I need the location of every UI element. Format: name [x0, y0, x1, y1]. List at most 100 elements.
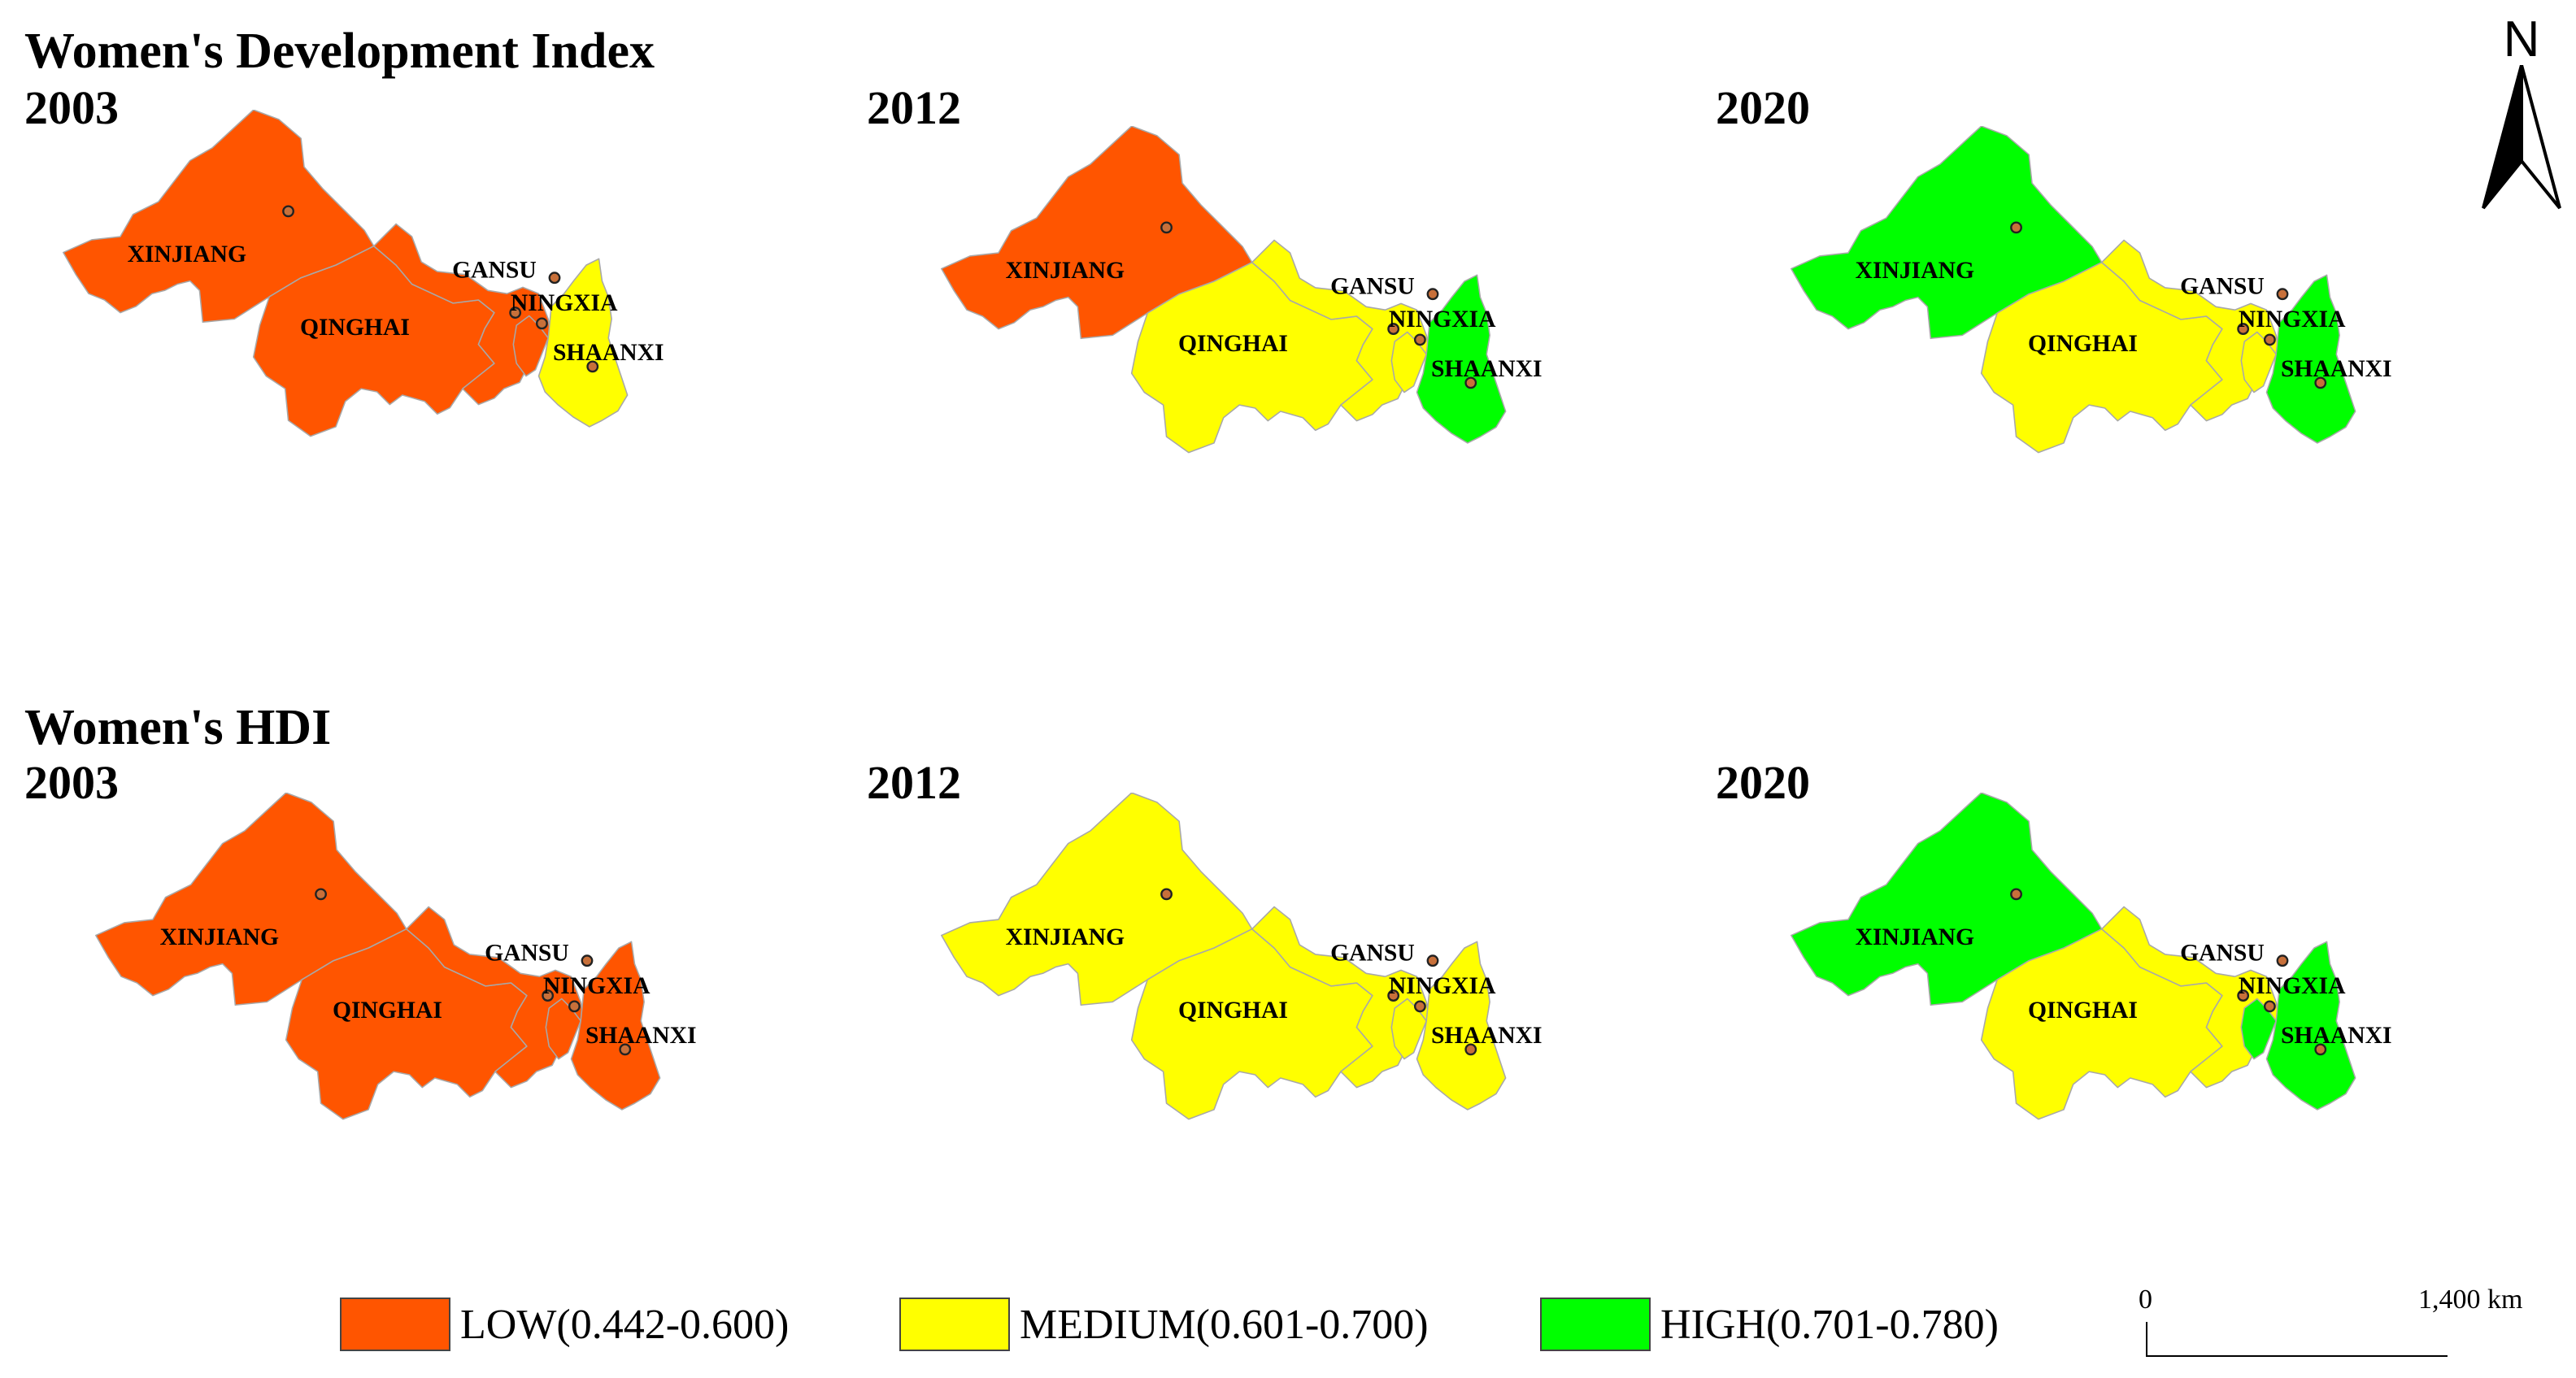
legend-label-medium: MEDIUM(0.601-0.700) [1020, 1301, 1429, 1348]
map-hdi-2003: XINJIANG QINGHAI GANSU NINGXIA SHAANXI [89, 793, 711, 1173]
region-label-ningxia: NINGXIA [511, 290, 618, 316]
map-svg-wdi-2012: XINJIANG QINGHAI GANSU NINGXIA SHAANXI [941, 126, 1543, 454]
region-label-ningxia: NINGXIA [1389, 973, 1496, 999]
region-label-shaanxi: SHAANXI [585, 1023, 697, 1049]
region-shaanxi [537, 258, 629, 428]
region-gansu [1251, 906, 1430, 1089]
map-hdi-2012: XINJIANG QINGHAI GANSU NINGXIA SHAANXI [935, 793, 1556, 1173]
region-label-gansu: GANSU [1330, 941, 1415, 967]
north-arrow-icon [2482, 65, 2561, 210]
capital-marker-shaanxi [1464, 376, 1477, 389]
map-svg-hdi-2012: XINJIANG QINGHAI GANSU NINGXIA SHAANXI [941, 793, 1543, 1120]
hdi-year-2020: 2020 [1716, 756, 1810, 809]
region-shaanxi [2265, 274, 2356, 444]
capital-marker-qinghai [2237, 989, 2250, 1002]
north-arrow-label: N [2503, 11, 2540, 67]
region-label-xinjiang: XINJIANG [128, 241, 246, 267]
region-shaanxi [1416, 274, 1507, 444]
map-svg-wdi-2003: XINJIANG QINGHAI GANSU NINGXIA SHAANXI [63, 110, 664, 437]
legend-swatch-medium [899, 1298, 1010, 1351]
region-label-ningxia: NINGXIA [1389, 306, 1496, 333]
capital-marker-xinjiang [2010, 888, 2022, 901]
region-gansu [2101, 906, 2280, 1089]
legend-item-high: HIGH(0.701-0.780) [1540, 1298, 1999, 1351]
capital-marker-ningxia [1413, 333, 1426, 346]
wdi-year-2012: 2012 [867, 81, 961, 134]
region-label-gansu: GANSU [2180, 274, 2265, 300]
legend-item-medium: MEDIUM(0.601-0.700) [899, 1298, 1429, 1351]
capital-marker-ningxia [1413, 1000, 1426, 1013]
map-svg-wdi-2020: XINJIANG QINGHAI GANSU NINGXIA SHAANXI [1791, 126, 2392, 454]
region-label-xinjiang: XINJIANG [1006, 924, 1125, 950]
region-label-shaanxi: SHAANXI [553, 340, 664, 366]
region-label-xinjiang: XINJIANG [160, 924, 279, 950]
region-ningxia [2240, 331, 2277, 393]
region-ningxia [1390, 331, 1427, 393]
region-gansu [2101, 239, 2280, 422]
region-label-gansu: GANSU [485, 941, 569, 967]
wdi-year-2020: 2020 [1716, 81, 1810, 134]
region-gansu [1251, 239, 1430, 422]
region-label-qinghai: QINGHAI [2028, 331, 2138, 357]
capital-marker-xinjiang [1160, 221, 1173, 234]
region-gansu [406, 906, 585, 1089]
region-label-qinghai: QINGHAI [2028, 998, 2138, 1024]
capital-marker-ningxia [535, 317, 548, 330]
capital-marker-gansu [548, 272, 561, 285]
capital-marker-qinghai [1387, 323, 1400, 335]
region-label-ningxia: NINGXIA [2239, 306, 2346, 333]
region-label-qinghai: QINGHAI [333, 998, 442, 1024]
region-label-shaanxi: SHAANXI [2281, 356, 2392, 382]
hdi-heading: Women's HDI [24, 700, 332, 755]
region-label-qinghai: QINGHAI [1178, 998, 1288, 1024]
capital-marker-shaanxi [1464, 1043, 1477, 1056]
capital-marker-ningxia [2263, 333, 2276, 346]
map-wdi-2003: XINJIANG QINGHAI GANSU NINGXIA SHAANXI [57, 110, 678, 490]
capital-marker-ningxia [2263, 1000, 2276, 1013]
region-shaanxi [1416, 941, 1507, 1111]
wdi-heading: Women's Development Index [24, 24, 655, 79]
capital-marker-gansu [2276, 954, 2289, 967]
region-ningxia [2240, 998, 2277, 1060]
capital-marker-shaanxi [2314, 1043, 2327, 1056]
capital-marker-shaanxi [619, 1043, 632, 1056]
region-label-qinghai: QINGHAI [300, 315, 410, 341]
capital-marker-qinghai [542, 989, 555, 1002]
north-arrow: N [2482, 15, 2561, 210]
legend-swatch-high [1540, 1298, 1651, 1351]
capital-marker-qinghai [509, 306, 522, 319]
region-ningxia [1390, 998, 1427, 1060]
capital-marker-xinjiang [282, 205, 294, 218]
capital-marker-xinjiang [2010, 221, 2022, 234]
region-label-gansu: GANSU [2180, 941, 2265, 967]
region-ningxia [545, 998, 581, 1060]
region-label-ningxia: NINGXIA [543, 973, 651, 999]
scale-bar-start-label: 0 [2139, 1285, 2152, 1315]
scale-bar-line [2146, 1322, 2448, 1357]
region-label-shaanxi: SHAANXI [1431, 356, 1543, 382]
map-wdi-2020: XINJIANG QINGHAI GANSU NINGXIA SHAANXI [1785, 126, 2406, 506]
map-wdi-2012: XINJIANG QINGHAI GANSU NINGXIA SHAANXI [935, 126, 1556, 506]
capital-marker-xinjiang [315, 888, 327, 901]
scale-bar: 0 1,400 km [2139, 1285, 2522, 1366]
capital-marker-gansu [581, 954, 594, 967]
region-shaanxi [2265, 941, 2356, 1111]
capital-marker-gansu [1426, 288, 1439, 301]
region-ningxia [512, 315, 549, 377]
map-svg-hdi-2020: XINJIANG QINGHAI GANSU NINGXIA SHAANXI [1791, 793, 2392, 1120]
capital-marker-shaanxi [2314, 376, 2327, 389]
region-gansu [373, 223, 552, 406]
legend-swatch-low [340, 1298, 450, 1351]
map-svg-hdi-2003: XINJIANG QINGHAI GANSU NINGXIA SHAANXI [95, 793, 697, 1120]
capital-marker-ningxia [568, 1000, 581, 1013]
capital-marker-xinjiang [1160, 888, 1173, 901]
hdi-year-2012: 2012 [867, 756, 961, 809]
region-label-gansu: GANSU [452, 258, 537, 284]
capital-marker-qinghai [2237, 323, 2250, 335]
scale-bar-end-label: 1,400 km [2418, 1285, 2523, 1315]
map-hdi-2020: XINJIANG QINGHAI GANSU NINGXIA SHAANXI [1785, 793, 2406, 1173]
legend-label-low: LOW(0.442-0.600) [460, 1301, 790, 1348]
region-label-xinjiang: XINJIANG [1856, 258, 1974, 284]
region-shaanxi [570, 941, 661, 1111]
legend-item-low: LOW(0.442-0.600) [340, 1298, 789, 1351]
